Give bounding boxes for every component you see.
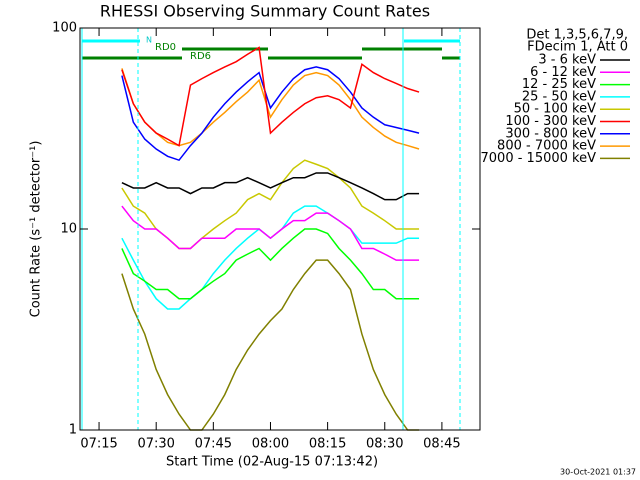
flags [82, 39, 460, 60]
legend-label: 50 - 100 keV [514, 102, 597, 117]
x-tick-label: 08:00 [252, 437, 289, 452]
chart-title: RHESSI Observing Summary Count Rates [100, 2, 430, 21]
y-tick-label: 1 [69, 423, 77, 438]
x-tick-label: 07:45 [195, 437, 232, 452]
x-tick-label: 08:30 [366, 437, 403, 452]
legend-label: 800 - 7000 keV [497, 139, 596, 154]
footer: 30-Oct-2021 01:37 [560, 468, 636, 477]
series-line [121, 205, 420, 261]
legend-label: 7000 - 15000 keV [481, 151, 597, 166]
legend-label: 12 - 25 keV [522, 77, 596, 92]
series-line [121, 172, 420, 201]
y-tick-label: 100 [52, 21, 77, 36]
legend-header: Det 1,3,5,6,7,9, [526, 28, 628, 43]
x-axis-label: Start Time (02-Aug-15 07:13:42) [166, 455, 378, 470]
series-line [121, 259, 420, 431]
x-tick-label: 07:15 [80, 437, 117, 452]
legend-label: 100 - 300 keV [505, 114, 596, 129]
series-line [121, 66, 420, 162]
x-tick-label: 08:45 [423, 437, 460, 452]
y-tick-label: 10 [60, 222, 77, 237]
legend-label: 3 - 6 keV [538, 53, 596, 68]
flag-label: N [146, 36, 152, 45]
series-line [121, 68, 420, 150]
y-axis-label: Count Rate (s⁻¹ detector⁻¹) [29, 141, 44, 318]
x-tick-label: 08:15 [309, 437, 346, 452]
legend-label: 25 - 50 keV [522, 89, 596, 104]
series-line [121, 46, 420, 147]
legend-label: 300 - 800 keV [505, 126, 596, 141]
plot-area [121, 46, 420, 431]
flag-label: RD0 [155, 42, 176, 53]
flag-label: RD6 [190, 51, 211, 62]
x-tick-label: 07:30 [137, 437, 174, 452]
legend-header: FDecim 1, Att 0 [527, 40, 628, 55]
legend-label: 6 - 12 keV [530, 65, 596, 80]
series-line [121, 228, 420, 300]
